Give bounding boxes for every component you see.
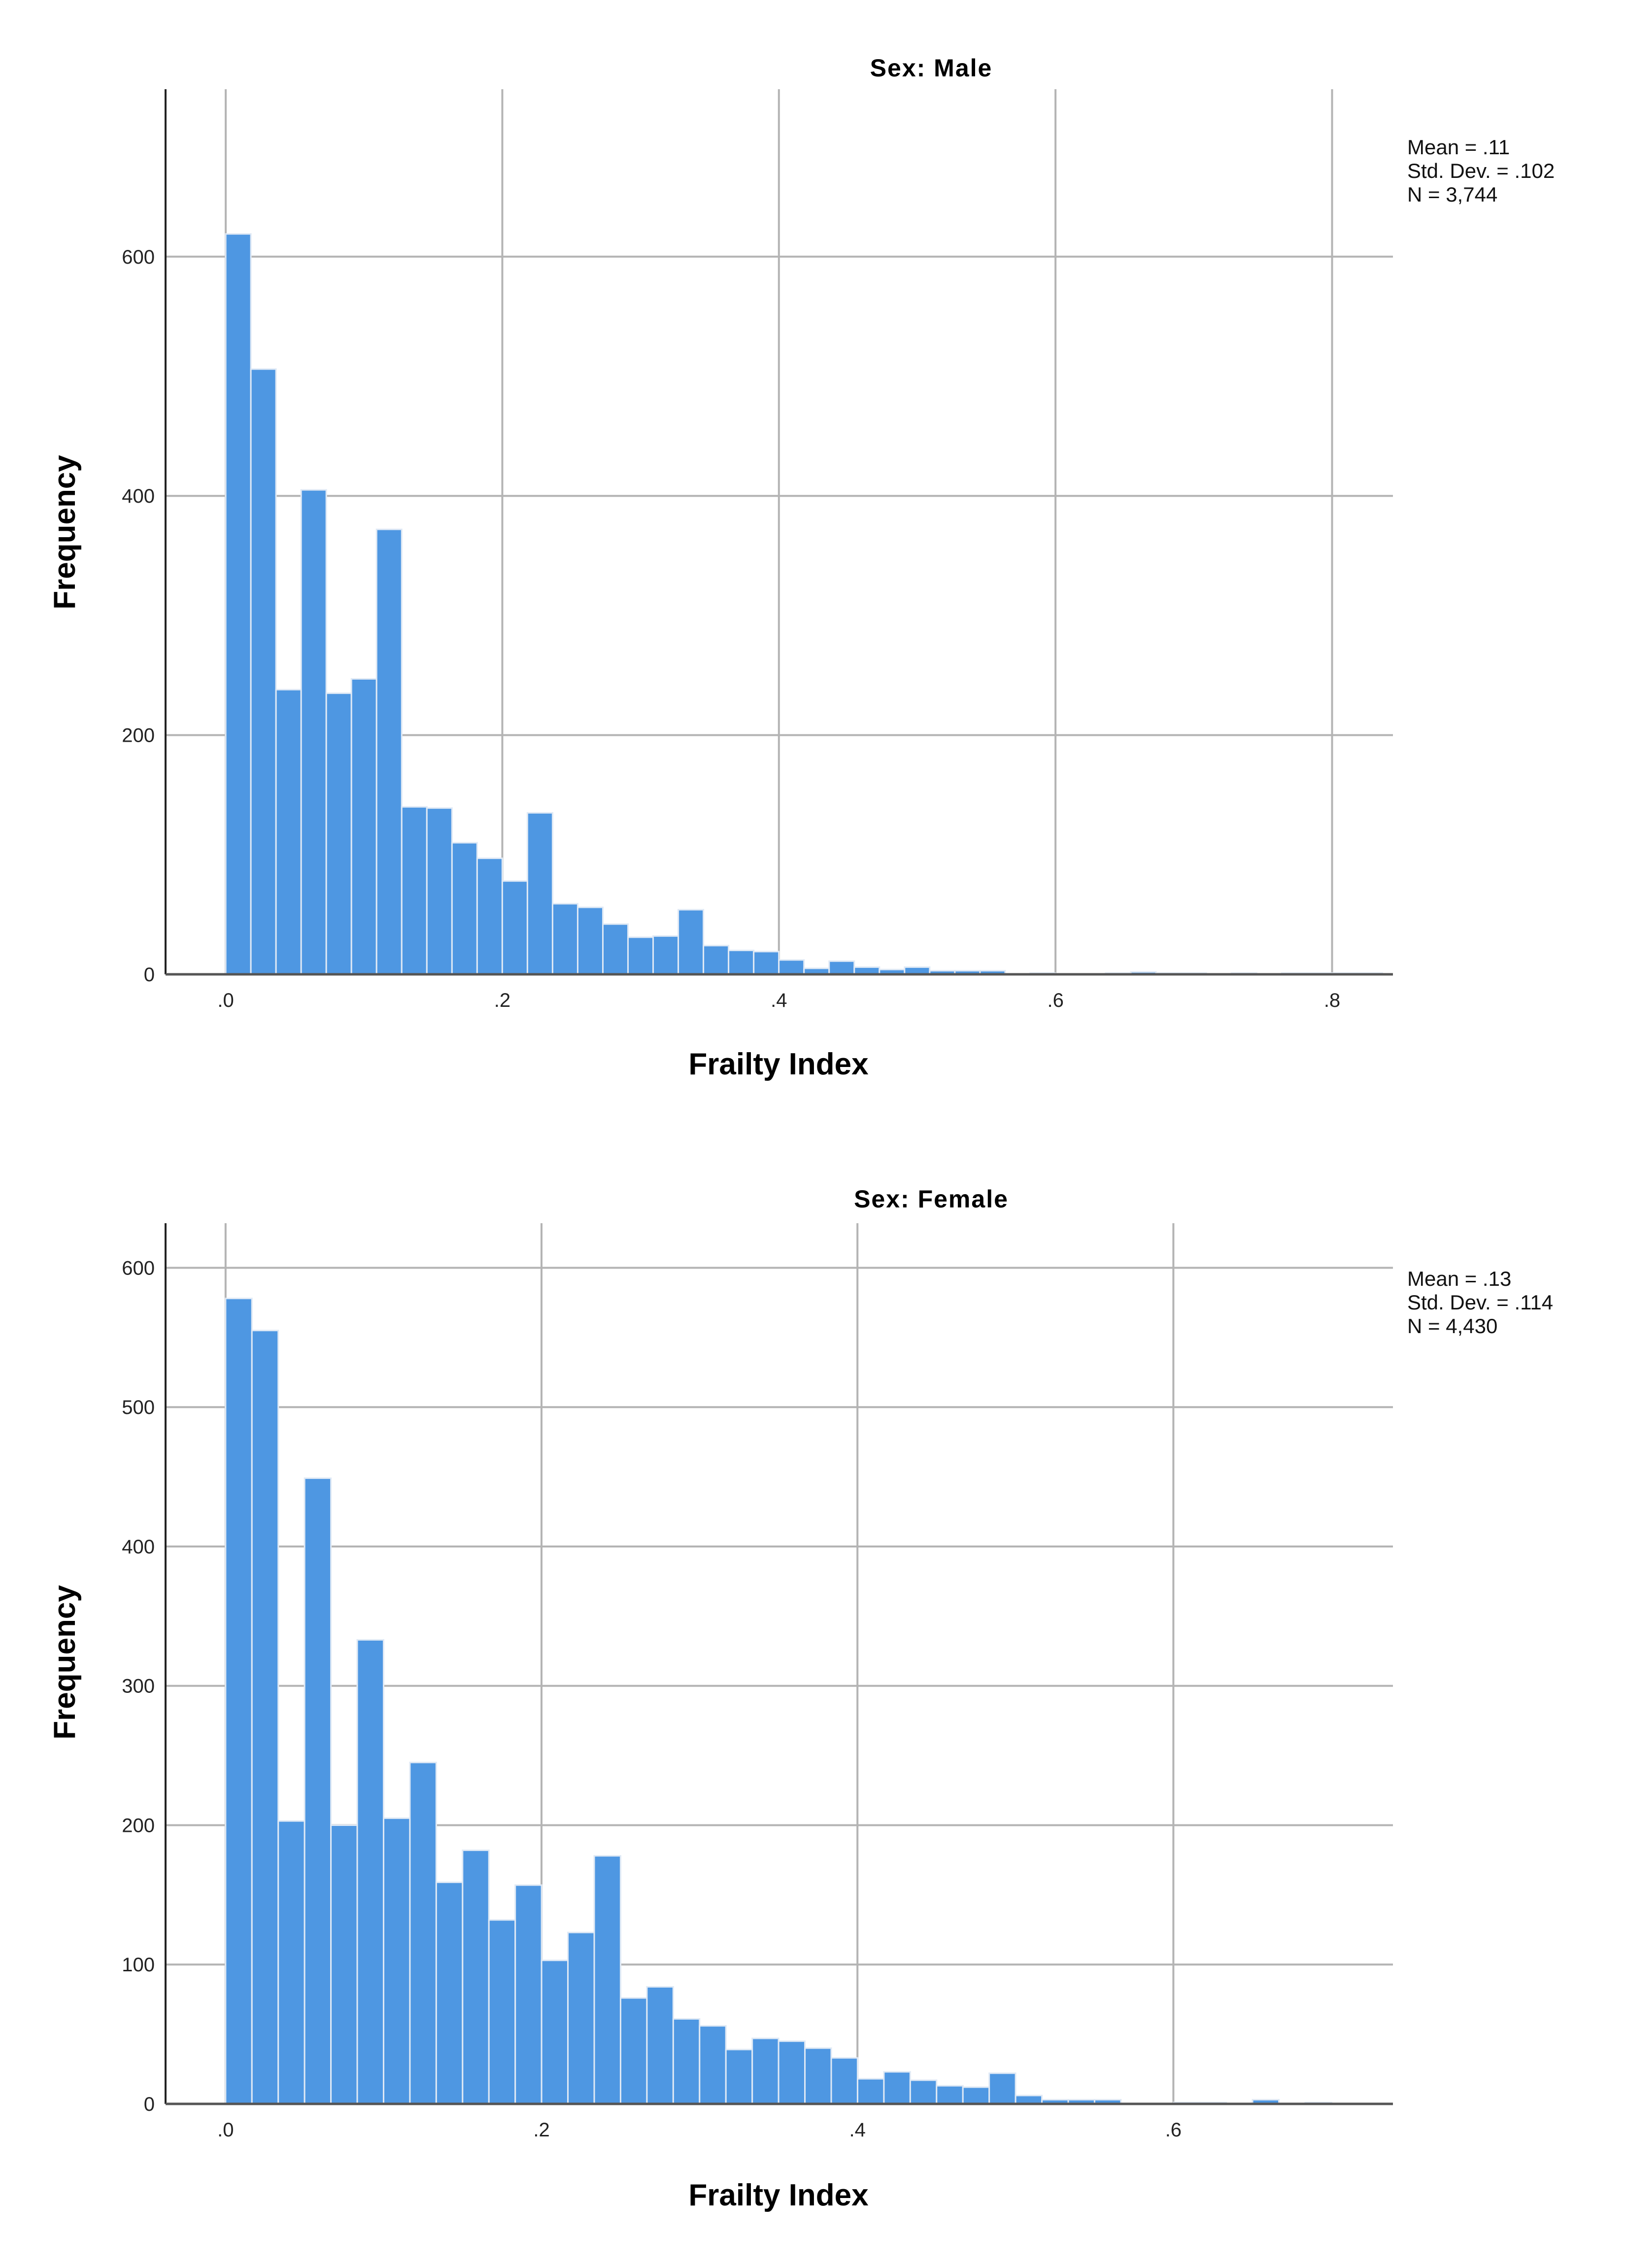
x-axis-title: Frailty Index — [688, 1047, 869, 1081]
female-histogram-panel: Sex: Female Mean = .13 Std. Dev. = .114 … — [48, 1185, 1553, 2212]
histogram-bar — [672, 2018, 701, 2105]
histogram-bar — [435, 1881, 464, 2105]
y-tick-label: 200 — [122, 1815, 155, 1836]
histogram-bar — [1015, 2095, 1043, 2105]
histogram-bar — [225, 233, 252, 975]
histogram-bar — [451, 842, 478, 975]
histogram-bar — [330, 1824, 358, 2105]
histogram-bar — [699, 2025, 727, 2105]
histogram-bar — [576, 906, 604, 975]
histogram-bar — [751, 2037, 779, 2105]
y-tick-label: 300 — [122, 1676, 155, 1697]
histogram-bar — [488, 1919, 516, 2105]
y-axis-title: Frequency — [48, 455, 82, 610]
y-tick-label: 600 — [122, 1257, 155, 1279]
stat-mean: Mean = .11 — [1407, 136, 1510, 159]
histogram-bar — [526, 812, 553, 975]
bars — [225, 233, 1383, 975]
histogram-bar — [300, 489, 327, 975]
histogram-bar — [476, 858, 503, 975]
x-tick-label: .6 — [1047, 990, 1063, 1011]
histogram-bar — [514, 1884, 542, 2105]
histogram-bar — [541, 1959, 569, 2105]
histogram-bar — [828, 960, 855, 975]
histogram-bar — [426, 807, 453, 975]
stat-mean: Mean = .13 — [1407, 1267, 1511, 1290]
histogram-bar — [646, 1986, 674, 2105]
histogram-bar — [753, 951, 780, 975]
histogram-bar — [277, 1820, 305, 2105]
histogram-bar — [593, 1855, 621, 2105]
histogram-bar — [830, 2057, 858, 2105]
x-tick-label: .8 — [1324, 990, 1340, 1011]
y-tick-label: 200 — [122, 725, 155, 747]
y-tick-label: 0 — [144, 2094, 155, 2115]
x-tick-label: .4 — [849, 2119, 866, 2141]
x-tick-label: .2 — [494, 990, 510, 1011]
histogram-bar — [778, 959, 805, 975]
x-tick-label: .0 — [217, 990, 234, 1011]
histogram-bar — [804, 2047, 832, 2105]
histogram-bar — [988, 2072, 1016, 2105]
histogram-bar — [325, 692, 352, 975]
male-histogram-panel: Sex: Male Mean = .11 Std. Dev. = .102 N … — [48, 54, 1555, 1081]
histogram-bar — [275, 688, 302, 975]
histogram-bar — [304, 1477, 332, 2105]
x-tick-label: .6 — [1165, 2119, 1182, 2141]
stat-n: N = 3,744 — [1407, 183, 1497, 206]
histogram-bar — [501, 880, 528, 975]
histogram-bar — [251, 1330, 279, 2105]
histogram-bar — [382, 1817, 411, 2105]
chart-title: Sex: Male — [870, 54, 993, 82]
histogram-bar — [350, 678, 377, 975]
stat-sd: Std. Dev. = .102 — [1407, 159, 1555, 182]
y-axis-title: Frequency — [48, 1585, 82, 1740]
histogram-bar — [909, 2079, 938, 2105]
chart-title: Sex: Female — [854, 1185, 1009, 1213]
y-tick-label: 100 — [122, 1954, 155, 1976]
histogram-bar — [678, 909, 705, 975]
histogram-bar — [375, 528, 403, 975]
histogram-bar — [728, 949, 755, 975]
x-tick-label: .2 — [533, 2119, 549, 2141]
histogram-bar — [883, 2071, 911, 2105]
histogram-bar — [409, 1761, 437, 2105]
histogram-bar — [962, 2086, 990, 2105]
histogram-bar — [567, 1931, 595, 2105]
stat-sd: Std. Dev. = .114 — [1407, 1291, 1553, 1314]
x-tick-label: .0 — [217, 2119, 234, 2141]
histogram-bar — [356, 1639, 384, 2105]
histogram-bar — [462, 1849, 490, 2105]
histogram-bar — [778, 2040, 806, 2105]
bars — [225, 1298, 1332, 2105]
histogram-bar — [703, 945, 730, 975]
y-tick-label: 400 — [122, 485, 155, 507]
stat-n: N = 4,430 — [1407, 1314, 1497, 1338]
histogram-bar — [250, 368, 277, 975]
histogram-bar — [225, 1298, 253, 2105]
histogram-bar — [627, 936, 654, 975]
histogram-bar — [936, 2085, 964, 2105]
y-tick-label: 500 — [122, 1397, 155, 1418]
histogram-bar — [551, 903, 578, 975]
x-tick-label: .4 — [771, 990, 787, 1011]
y-tick-label: 0 — [144, 964, 155, 986]
histogram-bar — [401, 806, 428, 975]
histogram-bar — [619, 1997, 648, 2105]
histogram-bar — [602, 923, 629, 975]
histogram-bar — [856, 2078, 885, 2105]
histogram-bar — [725, 2049, 753, 2105]
histogram-bar — [652, 935, 679, 975]
y-tick-label: 600 — [122, 246, 155, 268]
y-tick-label: 400 — [122, 1536, 155, 1558]
x-axis-title: Frailty Index — [688, 2178, 869, 2212]
